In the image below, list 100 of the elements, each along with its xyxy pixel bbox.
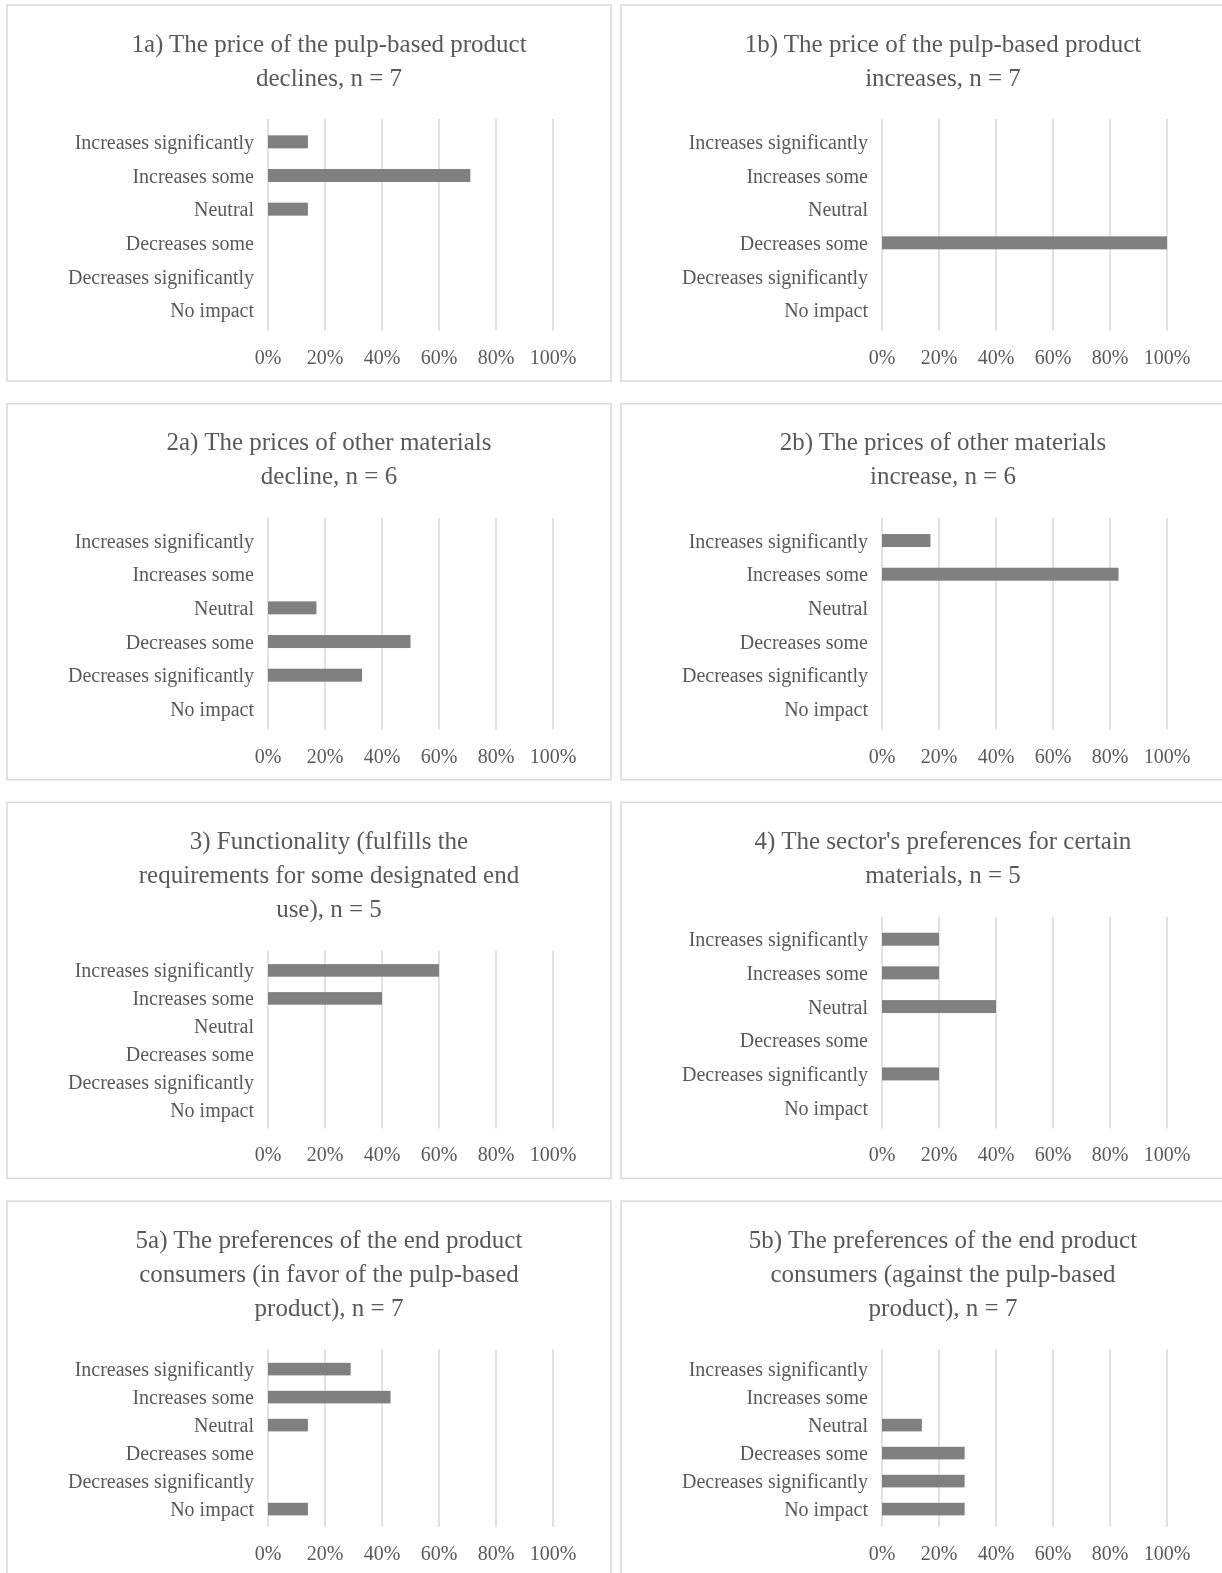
- x-tick-label: 20%: [920, 1542, 958, 1565]
- x-tick-label: 40%: [363, 1143, 401, 1166]
- y-tick-label: Decreases significantly: [67, 1071, 254, 1095]
- x-tick-label: 20%: [920, 744, 958, 767]
- chart-title: 5b) The preferences of the end product consumers (against the pulp-based product), n = 7: [748, 1225, 1138, 1322]
- x-tick-label: 60%: [1034, 346, 1072, 368]
- bar: [268, 1362, 351, 1376]
- bar: [268, 1502, 308, 1516]
- chart-title: 2a) The prices of other materials decline, n = 6: [166, 428, 492, 490]
- x-tick-label: 60%: [420, 1143, 458, 1166]
- chart-title: 3) Functionality (fulfills the requirements for some designated end use), n = 5: [138, 827, 520, 924]
- bar: [268, 668, 363, 682]
- y-tick-label: Increases some: [746, 961, 869, 984]
- x-tick-label: 60%: [1034, 744, 1072, 767]
- x-tick-label: 60%: [1034, 1542, 1072, 1565]
- y-tick-label: Increases significantly: [74, 130, 254, 154]
- y-tick-label: Decreases significantly: [681, 1062, 868, 1086]
- x-tick-label: 80%: [477, 1542, 515, 1565]
- x-tick-label: 60%: [1034, 1143, 1072, 1166]
- x-tick-label: 40%: [363, 744, 401, 767]
- y-tick-label: Increases some: [132, 987, 255, 1010]
- y-tick-label: Decreases significantly: [67, 1470, 254, 1494]
- y-tick-label: Increases significantly: [74, 1358, 254, 1382]
- y-tick-label: Decreases some: [739, 1029, 869, 1052]
- y-tick-label: Neutral: [808, 596, 869, 619]
- x-tick-label: 80%: [1091, 744, 1129, 767]
- x-tick-label: 0%: [254, 346, 282, 368]
- x-tick-label: 100%: [529, 346, 577, 368]
- y-tick-label: Increases some: [132, 1386, 255, 1409]
- y-tick-label: Increases some: [746, 1386, 869, 1409]
- x-tick-label: 100%: [529, 744, 577, 767]
- y-tick-label: Neutral: [194, 1414, 255, 1437]
- y-tick-label: Decreases some: [125, 1043, 255, 1066]
- x-tick-label: 20%: [306, 346, 344, 368]
- x-tick-label: 80%: [1091, 346, 1129, 368]
- y-tick-label: Increases some: [746, 164, 869, 187]
- x-tick-label: 40%: [363, 346, 401, 368]
- chart-title: 1b) The price of the pulp-based product increases, n = 7: [744, 29, 1142, 91]
- x-tick-label: 60%: [420, 744, 458, 767]
- x-tick-label: 100%: [529, 1542, 577, 1565]
- x-tick-label: 0%: [254, 1143, 282, 1166]
- y-tick-label: Decreases some: [125, 1442, 255, 1465]
- y-tick-label: Decreases significantly: [67, 664, 254, 688]
- bar: [268, 601, 317, 615]
- x-tick-label: 60%: [420, 346, 458, 368]
- y-tick-label: Decreases significantly: [681, 1470, 868, 1494]
- y-tick-label: No impact: [784, 299, 869, 323]
- y-tick-label: No impact: [170, 1498, 255, 1522]
- y-tick-label: Increases significantly: [74, 529, 254, 553]
- y-tick-label: Decreases significantly: [681, 265, 868, 289]
- x-tick-label: 100%: [529, 1143, 577, 1166]
- x-tick-label: 0%: [868, 1542, 896, 1565]
- y-tick-label: Increases some: [132, 164, 255, 187]
- y-tick-label: No impact: [784, 697, 869, 721]
- y-tick-label: No impact: [784, 1096, 869, 1120]
- x-tick-label: 80%: [477, 346, 515, 368]
- x-tick-label: 80%: [1091, 1542, 1129, 1565]
- y-tick-label: Increases significantly: [688, 1358, 868, 1382]
- y-tick-label: Decreases some: [739, 231, 869, 254]
- x-tick-label: 20%: [306, 1143, 344, 1166]
- y-tick-label: Neutral: [194, 1015, 255, 1038]
- bar: [268, 1390, 391, 1404]
- x-tick-label: 20%: [306, 744, 344, 767]
- y-tick-label: Increases some: [746, 563, 869, 586]
- x-tick-label: 80%: [1091, 1143, 1129, 1166]
- x-tick-label: 100%: [1143, 1542, 1191, 1565]
- chart-title: 2b) The prices of other materials increase, n = 6: [779, 428, 1107, 490]
- bar: [268, 635, 411, 649]
- x-tick-label: 40%: [977, 744, 1015, 767]
- x-tick-label: 60%: [420, 1542, 458, 1565]
- bar: [268, 1418, 308, 1432]
- x-tick-label: 100%: [1143, 744, 1191, 767]
- chart-title: 5a) The preferences of the end product consumers (in favor of the pulp-based product), n = 7: [135, 1225, 523, 1322]
- x-tick-label: 20%: [920, 1143, 958, 1166]
- y-tick-label: Decreases significantly: [681, 664, 868, 688]
- x-tick-label: 0%: [868, 346, 896, 368]
- y-tick-label: Decreases some: [739, 1442, 869, 1465]
- x-tick-label: 40%: [977, 1542, 1015, 1565]
- y-tick-label: Neutral: [194, 596, 255, 619]
- y-tick-label: Increases significantly: [74, 959, 254, 983]
- x-tick-label: 0%: [254, 744, 282, 767]
- x-tick-label: 0%: [868, 744, 896, 767]
- y-tick-label: No impact: [784, 1498, 869, 1522]
- y-tick-label: No impact: [170, 697, 255, 721]
- y-tick-label: Increases some: [132, 563, 255, 586]
- x-tick-label: 20%: [920, 346, 958, 368]
- y-tick-label: Increases significantly: [688, 928, 868, 952]
- y-tick-label: Neutral: [194, 198, 255, 221]
- y-tick-label: Decreases some: [125, 630, 255, 653]
- y-tick-label: Neutral: [808, 198, 869, 221]
- y-tick-label: Decreases some: [125, 231, 255, 254]
- x-tick-label: 40%: [977, 346, 1015, 368]
- x-tick-label: 100%: [1143, 346, 1191, 368]
- x-tick-label: 20%: [306, 1542, 344, 1565]
- y-tick-label: Increases significantly: [688, 529, 868, 553]
- y-tick-label: Decreases significantly: [67, 265, 254, 289]
- x-tick-label: 40%: [363, 1542, 401, 1565]
- x-tick-label: 80%: [477, 744, 515, 767]
- y-tick-label: No impact: [170, 299, 255, 323]
- chart-title: 4) The sector's preferences for certain materials, n = 5: [754, 827, 1132, 889]
